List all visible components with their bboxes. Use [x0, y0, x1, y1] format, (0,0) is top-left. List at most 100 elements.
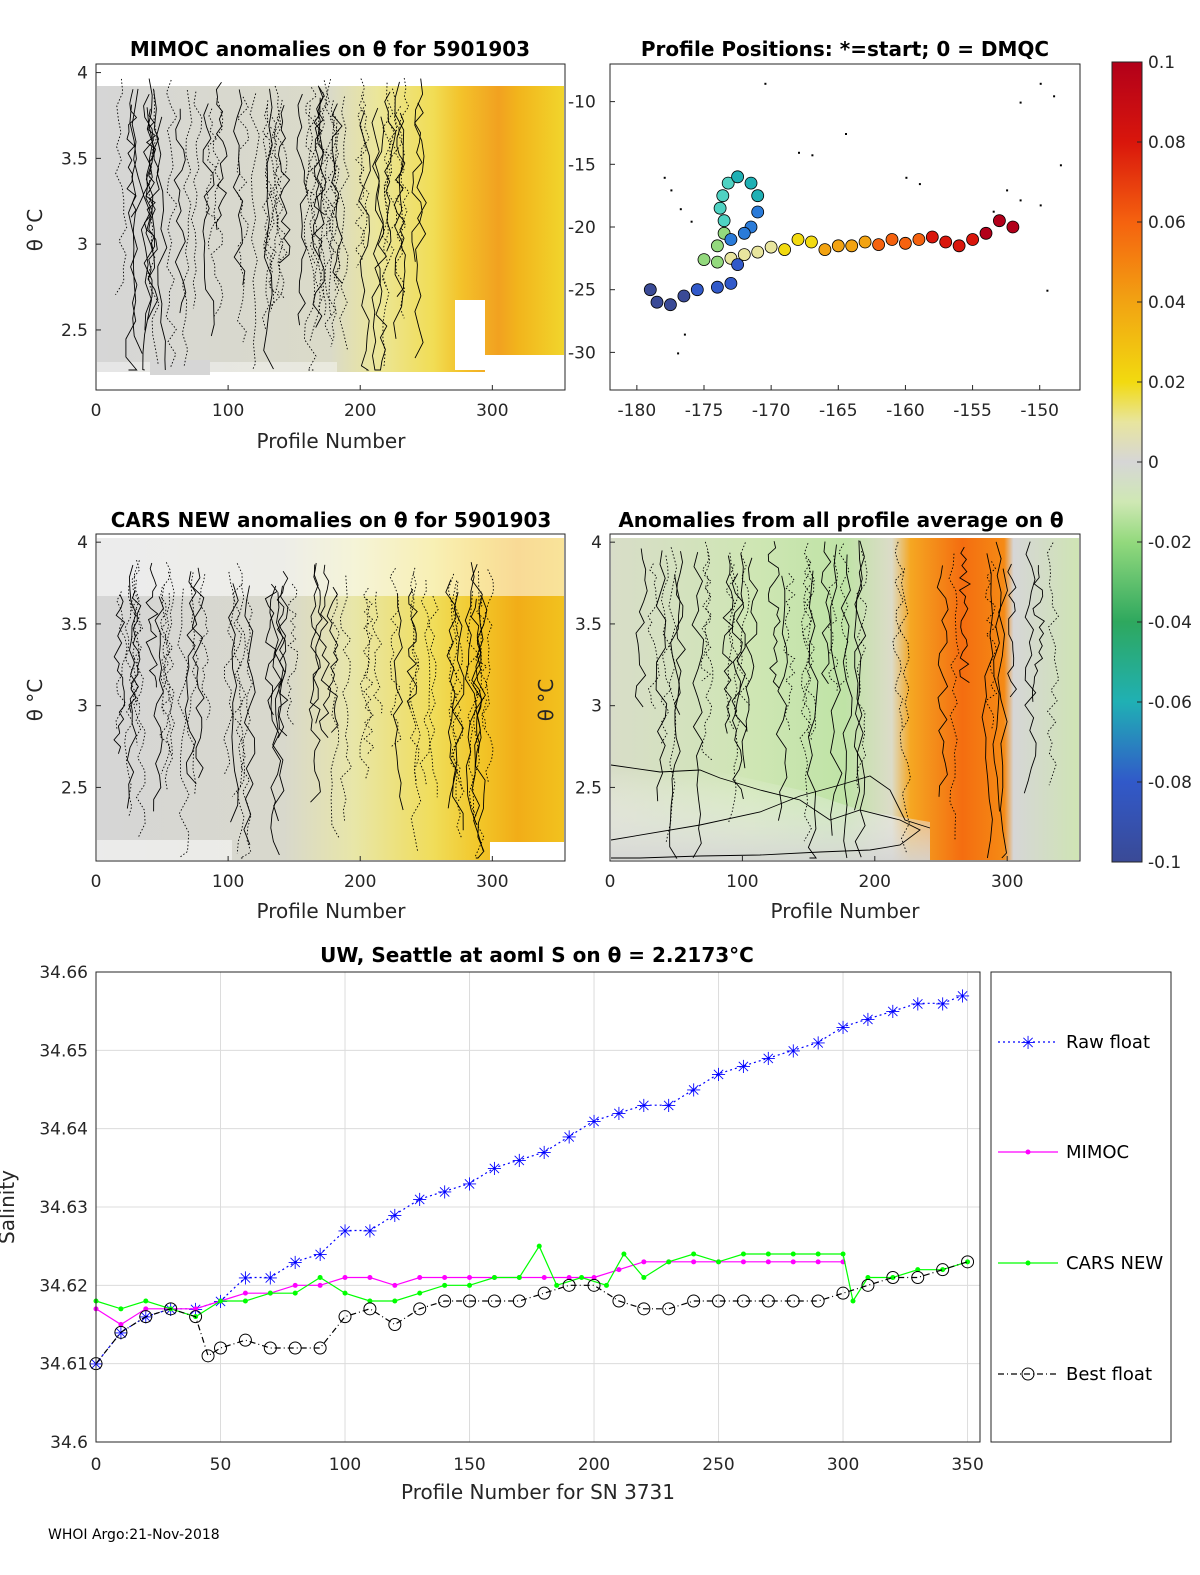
colorbar-tick-label: 0.1	[1148, 53, 1175, 73]
contour-line	[275, 99, 289, 299]
best-float-point	[388, 1318, 402, 1331]
cars-new-point	[621, 1251, 627, 1257]
profile-position-marker	[677, 289, 691, 303]
reference-point	[1059, 164, 1062, 167]
salinity-ytick-label: 34.63	[39, 1198, 88, 1218]
contour-line	[381, 82, 394, 369]
raw-float-point: ✳	[487, 1159, 502, 1180]
legend-label: CARS NEW	[1066, 1253, 1163, 1274]
mimoc-point	[342, 1275, 348, 1280]
positions-xtick-label: -160	[886, 401, 925, 421]
salinity-legend: ✳ Raw float MIMOC CARS NEW Best float	[990, 971, 1172, 1443]
mimoc-xtick-label: 200	[344, 401, 376, 421]
cars-xtick-label: 100	[212, 872, 244, 892]
contour-line	[371, 591, 383, 714]
contour-line	[173, 108, 187, 314]
raw-float-point: ✳	[736, 1057, 751, 1078]
contour-line	[358, 94, 370, 249]
allavg-xtick-label: 300	[991, 872, 1023, 892]
profile-position-marker	[724, 276, 738, 290]
contour-line	[236, 96, 250, 343]
contour-line	[691, 551, 705, 859]
contour-line	[160, 562, 173, 715]
contour-line	[324, 78, 337, 340]
raw-float-point: ✳	[113, 1323, 128, 1344]
cars-new-point	[417, 1290, 423, 1296]
contour-line	[273, 115, 285, 295]
raw-float-point: ✳	[586, 1112, 601, 1133]
contour-line	[239, 599, 253, 859]
cars-new-point	[317, 1275, 323, 1280]
contour-line	[450, 580, 464, 792]
mimoc-point	[790, 1259, 796, 1265]
positions-xtick-label: -180	[618, 401, 657, 421]
contour-line	[309, 562, 323, 724]
contour-line	[198, 574, 211, 721]
colorbar-tick-label: 0.02	[1148, 373, 1186, 393]
legend-marker-circle	[1021, 1367, 1035, 1381]
best-float-point	[712, 1294, 726, 1308]
contour-line	[470, 564, 484, 851]
contour-line	[767, 541, 781, 689]
mimoc-point	[541, 1275, 547, 1280]
allavg-panel-title: Anomalies from all profile average on θ	[618, 508, 1063, 532]
profile-position-marker	[872, 238, 885, 252]
profile-position-marker	[716, 189, 730, 203]
contour-line	[997, 568, 1008, 859]
best-float-point	[861, 1278, 875, 1292]
raw-float-point: ✳	[537, 1143, 552, 1164]
mimoc-point	[765, 1259, 771, 1265]
profile-position-marker	[737, 226, 751, 240]
profile-position-marker	[805, 235, 818, 249]
best-float-point	[562, 1278, 576, 1292]
colorbar-tick-label: 0	[1148, 453, 1159, 473]
series-line-raw-float	[95, 994, 963, 1365]
contour-line	[745, 557, 759, 732]
reference-point	[811, 154, 814, 157]
cars-new-point	[242, 1298, 248, 1304]
best-float-point	[662, 1302, 676, 1316]
contour-line	[700, 541, 712, 682]
contour-line	[231, 563, 244, 797]
positions-panel-title: Profile Positions: *=start; 0 = DMQC	[641, 37, 1049, 61]
cars-new-point	[603, 1282, 609, 1288]
profile-positions-panel: Profile Positions: *=start; 0 = DMQC * -…	[568, 37, 1081, 421]
positions-ytick-label: -25	[568, 281, 596, 301]
contour-line	[223, 571, 236, 775]
cars-xtick-label: 300	[476, 872, 508, 892]
contour-line	[898, 568, 911, 854]
mimoc-ytick-label: 3.5	[61, 149, 88, 169]
contour-line	[371, 107, 384, 371]
mimoc-panel-title: MIMOC anomalies on θ for 5901903	[130, 37, 530, 61]
contour-line	[158, 584, 171, 774]
best-float-point	[512, 1294, 526, 1308]
contour-line	[1007, 563, 1017, 698]
contour-line	[738, 542, 751, 706]
all-average-anomaly-panel: Anomalies from all profile average on θ …	[534, 508, 1081, 923]
cars-new-point	[467, 1282, 473, 1288]
salinity-xlabel: Profile Number for SN 3731	[401, 1480, 675, 1504]
cars-new-point	[367, 1298, 373, 1304]
cars-new-point	[536, 1243, 542, 1249]
contour-line	[269, 85, 282, 307]
cars-new-point	[691, 1251, 697, 1257]
contour-line	[830, 544, 843, 836]
cars-new-point	[865, 1275, 871, 1280]
profile-position-marker	[731, 258, 744, 272]
mimoc-point	[740, 1259, 746, 1265]
contour-line	[311, 85, 325, 328]
mimoc-point	[641, 1259, 647, 1265]
mimoc-point	[118, 1322, 124, 1327]
contour-line	[187, 572, 199, 795]
mimoc-point	[367, 1275, 373, 1280]
contour-line	[145, 562, 159, 688]
salinity-ytick-label: 34.64	[39, 1120, 88, 1140]
allavg-ytick-label: 3.5	[575, 615, 602, 635]
profile-position-marker	[885, 233, 899, 246]
colorbar-tick-label: -0.1	[1148, 853, 1181, 873]
positions-xtick-label: -150	[1020, 401, 1059, 421]
raw-float-point: ✳	[835, 1018, 850, 1039]
cars-new-point	[292, 1290, 298, 1296]
raw-float-point: ✳	[437, 1182, 452, 1203]
